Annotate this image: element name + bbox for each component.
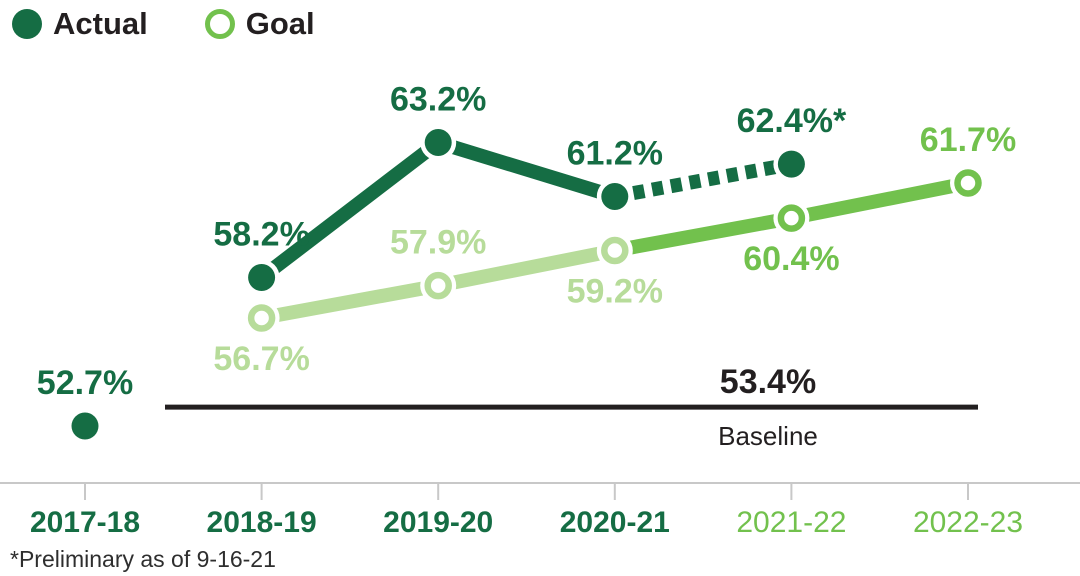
goal-value-label: 57.9%	[390, 224, 486, 262]
actual-data-point	[248, 264, 276, 291]
baseline-value-label: 53.4%	[720, 363, 816, 401]
x-axis-label: 2022-23	[913, 506, 1023, 539]
actual-series-icon	[12, 8, 42, 39]
actual-data-point	[601, 183, 629, 210]
goal-value-label: 56.7%	[213, 340, 309, 378]
actual-data-point	[777, 150, 805, 178]
goal-data-point	[424, 271, 452, 300]
actual-value-label: 58.2%	[213, 216, 309, 254]
footnote: *Preliminary as of 9-16-21	[10, 546, 276, 572]
goal-data-point	[777, 204, 806, 232]
x-axis-label: 2021-22	[736, 506, 846, 539]
legend-label-goal: Goal	[245, 6, 315, 41]
actual-line-dashed	[613, 157, 793, 204]
legend-item-actual: Actual	[12, 8, 148, 39]
x-axis-label: 2020-21	[560, 506, 670, 539]
baseline-caption: Baseline	[718, 421, 818, 451]
actual-value-label: 61.2%	[567, 135, 663, 173]
legend-label-actual: Actual	[53, 6, 148, 41]
actual-value-label: 52.7%	[37, 364, 133, 402]
goal-data-point	[247, 304, 276, 332]
x-axis-label: 2017-18	[30, 506, 140, 539]
actual-value-label: 62.4%*	[737, 102, 847, 140]
legend: Actual Goal	[12, 8, 315, 39]
goal-value-label: 59.2%	[567, 273, 663, 311]
x-axis-label: 2018-19	[207, 506, 317, 539]
actual-value-label: 63.2%	[390, 81, 486, 119]
actual-data-point	[71, 412, 99, 440]
x-axis-label: 2019-20	[383, 506, 493, 539]
goal-value-label: 61.7%	[920, 121, 1016, 159]
goal-value-label: 60.4%	[743, 240, 839, 278]
goal-series-icon	[204, 8, 235, 39]
goal-data-point	[954, 169, 982, 197]
actual-data-point	[424, 129, 452, 156]
goal-data-point	[601, 236, 629, 265]
legend-item-goal: Goal	[204, 6, 315, 41]
